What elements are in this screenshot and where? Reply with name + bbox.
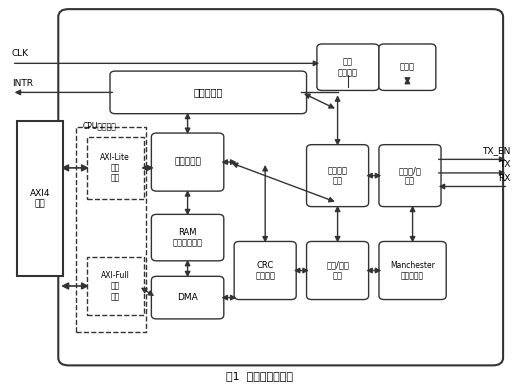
FancyBboxPatch shape <box>58 9 503 365</box>
FancyBboxPatch shape <box>87 137 144 199</box>
FancyBboxPatch shape <box>307 241 369 300</box>
FancyBboxPatch shape <box>151 277 224 319</box>
FancyBboxPatch shape <box>151 215 224 261</box>
FancyBboxPatch shape <box>379 44 436 90</box>
Text: CLK: CLK <box>12 48 29 58</box>
Text: 帧编/解码
模块: 帧编/解码 模块 <box>326 261 349 280</box>
FancyBboxPatch shape <box>307 145 369 207</box>
Text: 时钟
生成模块: 时钟 生成模块 <box>338 57 358 77</box>
Text: 地址识别
模块: 地址识别 模块 <box>328 166 347 185</box>
Text: TX_EN: TX_EN <box>483 147 511 156</box>
Text: AXI4
总线: AXI4 总线 <box>30 189 50 209</box>
Text: CPU交互模块: CPU交互模块 <box>83 121 117 130</box>
Text: Manchester
编解码模块: Manchester 编解码模块 <box>390 261 435 280</box>
Text: 定时器: 定时器 <box>400 63 415 72</box>
Text: 总线收/发
模块: 总线收/发 模块 <box>398 166 421 185</box>
FancyBboxPatch shape <box>110 71 307 113</box>
Text: AXI-Full
接口
模块: AXI-Full 接口 模块 <box>101 271 129 301</box>
Text: 中断控制器: 中断控制器 <box>193 87 223 98</box>
FancyBboxPatch shape <box>76 127 146 332</box>
FancyBboxPatch shape <box>379 241 446 300</box>
Text: RAM
数据缓存模块: RAM 数据缓存模块 <box>173 228 203 247</box>
Text: RX: RX <box>499 174 511 183</box>
Text: AXI-Lite
接口
模块: AXI-Lite 接口 模块 <box>100 153 130 183</box>
Text: 图1  芯片架构设计图: 图1 芯片架构设计图 <box>227 371 293 381</box>
Text: 寄存器堆栈: 寄存器堆栈 <box>174 158 201 167</box>
FancyBboxPatch shape <box>317 44 379 90</box>
FancyBboxPatch shape <box>17 121 63 277</box>
Text: CRC
校验模块: CRC 校验模块 <box>255 261 275 280</box>
FancyBboxPatch shape <box>151 133 224 191</box>
Text: DMA: DMA <box>177 293 198 302</box>
FancyBboxPatch shape <box>379 145 441 207</box>
FancyBboxPatch shape <box>234 241 296 300</box>
Text: TX: TX <box>499 160 511 169</box>
FancyBboxPatch shape <box>87 257 144 315</box>
Text: INTR: INTR <box>12 79 33 88</box>
